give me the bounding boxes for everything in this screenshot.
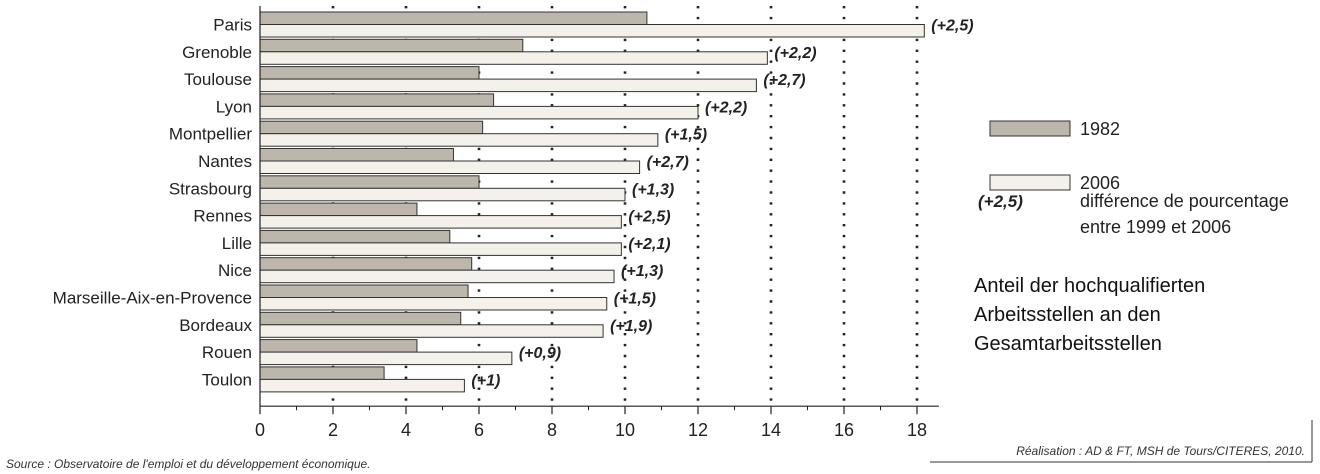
bar-2006-8	[259, 242, 622, 256]
legend-label-2006: 2006	[1080, 173, 1120, 193]
diff-label-0: (+2,5)	[931, 18, 973, 35]
x-tick-label-8: 8	[547, 420, 557, 440]
category-label-9: Nice	[218, 261, 252, 280]
category-label-2: Toulouse	[184, 70, 252, 89]
bar-1982-7	[259, 202, 418, 217]
bar-1982-11	[259, 311, 462, 326]
diff-label-13: (+1)	[471, 372, 500, 389]
bar-2006-2	[259, 78, 757, 93]
diff-label-7: (+2,5)	[628, 209, 670, 226]
note-line-2: Arbeitsstellen an den	[974, 304, 1161, 326]
x-axis: 0 2 4 6 8 10 12 14 16 18	[255, 6, 939, 440]
diff-label-12: (+0,9)	[519, 345, 561, 362]
bar-1982-0	[259, 11, 648, 25]
x-tick-label-18: 18	[907, 420, 927, 440]
bar-2006-6	[259, 187, 626, 202]
annotation-note: Anteil der hochqualifierten Arbeitsstell…	[974, 272, 1304, 359]
diff-label-8: (+2,1)	[628, 236, 670, 253]
category-label-7: Rennes	[193, 207, 252, 226]
bar-1982-2	[259, 66, 480, 80]
category-labels: Paris Grenoble Toulouse Lyon Montpellier Nant…	[53, 16, 253, 390]
diff-label-10: (+1,5)	[614, 291, 656, 308]
category-label-0: Paris	[213, 16, 252, 35]
category-label-3: Lyon	[216, 97, 252, 116]
category-label-8: Lille	[222, 234, 252, 253]
bar-1982-10	[259, 284, 469, 298]
diff-label-1: (+2,2)	[774, 45, 816, 62]
category-label-12: Rouen	[202, 343, 252, 362]
bar-2006-7	[259, 215, 622, 229]
bar-1982-3	[259, 93, 495, 107]
bar-1982-6	[259, 175, 480, 189]
bar-2006-11	[259, 324, 604, 338]
bar-1982-9	[259, 257, 473, 271]
legend: 1982 2006 (+2,5) différence de pourcenta…	[978, 119, 1289, 237]
legend-label-1982: 1982	[1080, 119, 1120, 139]
diff-label-9: (+1,3)	[621, 263, 663, 280]
bars-group	[259, 11, 925, 393]
diff-label-3: (+2,2)	[705, 99, 747, 116]
category-label-5: Nantes	[198, 152, 252, 171]
x-tick-label-6: 6	[474, 420, 484, 440]
legend-diff-line2: entre 1999 et 2006	[1080, 217, 1231, 237]
note-line-1: Anteil der hochqualifierten	[974, 275, 1206, 297]
source-right: Réalisation : AD & FT, MSH de Tours/CITE…	[1016, 444, 1305, 458]
x-tick-label-12: 12	[688, 420, 708, 440]
category-label-10: Marseille-Aix-en-Provence	[53, 289, 252, 308]
category-label-6: Strasbourg	[169, 179, 252, 198]
legend-swatch-2006	[989, 174, 1071, 191]
legend-swatch-1982	[989, 120, 1071, 137]
x-tick-label-16: 16	[834, 420, 854, 440]
diff-label-6: (+1,3)	[632, 181, 674, 198]
bar-2006-10	[259, 297, 608, 311]
bar-2006-1	[259, 51, 768, 65]
bar-1982-12	[259, 339, 418, 353]
bar-2006-0	[259, 24, 925, 38]
bar-1982-1	[259, 38, 524, 53]
category-label-13: Toulon	[202, 370, 252, 389]
bar-2006-3	[259, 105, 699, 120]
x-tick-label-2: 2	[328, 420, 338, 440]
category-label-11: Bordeaux	[179, 316, 252, 335]
x-tick-label-14: 14	[761, 420, 781, 440]
legend-diff-sample: (+2,5)	[978, 192, 1023, 211]
bar-2006-5	[259, 160, 641, 174]
bar-2006-4	[259, 133, 659, 147]
x-tick-label-10: 10	[615, 420, 635, 440]
category-label-4: Montpellier	[169, 125, 252, 144]
source-left: Source : Observatoire de l'emploi et du …	[6, 457, 371, 471]
bar-1982-13	[259, 366, 385, 380]
difference-labels: (+2,5) (+2,2) (+2,7) (+2,2) (+1,5) (+2,7) (+1,…	[471, 18, 973, 390]
bar-2006-13	[259, 378, 465, 393]
legend-diff-line1: différence de pourcentage	[1080, 191, 1289, 211]
category-label-1: Grenoble	[182, 43, 252, 62]
grid-lines	[331, 6, 919, 403]
note-line-3: Gesamtarbeitsstellen	[974, 333, 1162, 355]
bar-2006-9	[259, 269, 615, 284]
diff-label-11: (+1,9)	[610, 318, 652, 335]
bar-1982-8	[259, 229, 451, 244]
diff-label-4: (+1,5)	[665, 127, 707, 144]
diff-label-5: (+2,7)	[647, 154, 689, 171]
x-tick-label-4: 4	[401, 420, 411, 440]
x-tick-label-0: 0	[255, 420, 265, 440]
diff-label-2: (+2,7)	[763, 72, 805, 89]
bar-2006-12	[259, 351, 513, 366]
bar-1982-4	[259, 120, 484, 135]
bar-1982-5	[259, 148, 454, 162]
